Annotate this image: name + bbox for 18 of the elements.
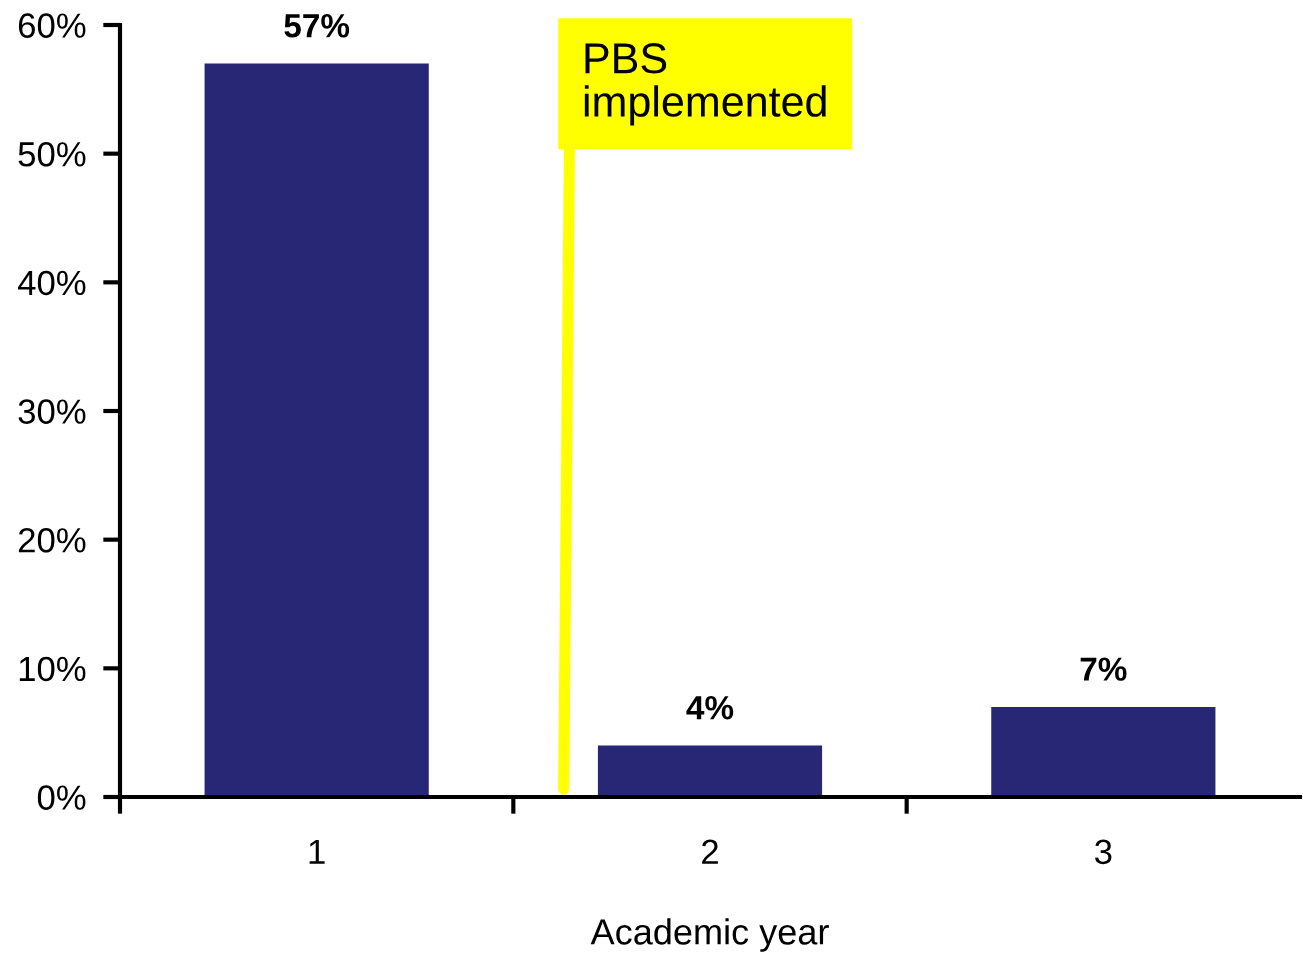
y-tick-label: 10% (19, 656, 86, 682)
y-tick-label: 60% (18, 13, 86, 38)
x-axis-title: Academic year (590, 918, 829, 952)
annotation: PBS implemented (584, 43, 826, 126)
y-tick-label: 20% (18, 528, 86, 553)
y-tick-label: 0% (37, 785, 86, 810)
data-label: 4% (686, 695, 734, 720)
x-tick-label: 3 (1095, 839, 1112, 865)
y-tick-label: 50% (18, 142, 86, 167)
bar (991, 706, 1216, 797)
data-label: 57% (284, 14, 350, 38)
y-tick-label: 30% (18, 399, 86, 424)
x-tick-label: 2 (702, 839, 718, 864)
bar (204, 63, 429, 797)
y-tick-label: 40% (17, 270, 86, 296)
data-label: 7% (1080, 657, 1127, 681)
x-tick-label: 1 (309, 839, 325, 864)
bar (597, 745, 823, 797)
